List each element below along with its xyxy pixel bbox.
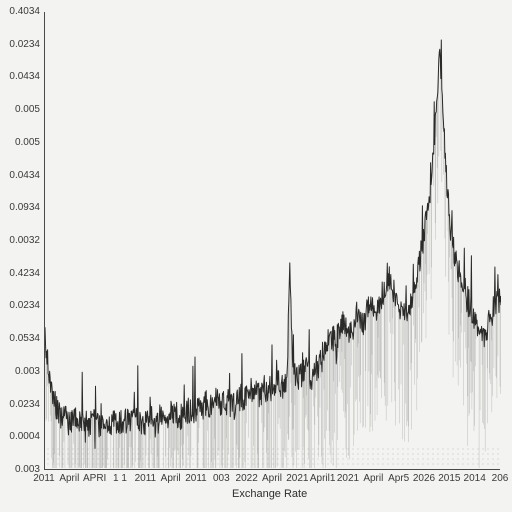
y-tick-label: 0.0434 (9, 171, 40, 181)
x-tick-label: Apr5 (388, 474, 409, 484)
x-tick-label: 206 (492, 474, 509, 484)
y-tick-label: 0.0534 (9, 334, 40, 344)
x-tick-label: 2011 (33, 474, 55, 484)
plot-area (44, 12, 500, 470)
x-tick-label: 2011 (185, 474, 207, 484)
y-tick-label: 0.4234 (9, 269, 40, 279)
y-tick-label: 0.0004 (9, 432, 40, 442)
x-tick-label: April1 (310, 474, 336, 484)
x-tick-label: 1 1 (113, 474, 127, 484)
y-tick-label: 0.0234 (9, 400, 40, 410)
x-tick-label: April (161, 474, 181, 484)
x-tick-label: APRI (83, 474, 106, 484)
x-axis-title: Exchange Rate (232, 488, 307, 500)
x-tick-label: 2026 (413, 474, 435, 484)
y-tick-label: 0.003 (15, 367, 40, 377)
y-tick-label: 0.0032 (9, 236, 40, 246)
y-tick-label: 0.0434 (9, 72, 40, 82)
x-tick-label: 2021 (286, 474, 308, 484)
series-canvas (45, 12, 501, 470)
x-tick-label: April (363, 474, 383, 484)
series-line (45, 40, 501, 448)
x-tick-label: April (262, 474, 282, 484)
exchange-rate-chart: 0.4034 0.0234 0.0434 0.005 0.005 0.0434 0.0934… (0, 0, 512, 512)
x-tick-label: 2022 (236, 474, 258, 484)
x-tick-label: 2011 (135, 474, 157, 484)
x-tick-label: April (59, 474, 79, 484)
y-tick-label: 0.0934 (9, 203, 40, 213)
y-tick-label: 0.4034 (9, 7, 40, 17)
x-tick-label: 2021 (337, 474, 359, 484)
y-tick-label: 0.005 (15, 138, 40, 148)
y-tick-label: 0.005 (15, 105, 40, 115)
x-tick-label: 2015 (438, 474, 460, 484)
y-tick-label: 0.0234 (9, 301, 40, 311)
y-tick-label: 0.0234 (9, 40, 40, 50)
x-tick-label: 2014 (464, 474, 486, 484)
x-tick-label: 003 (213, 474, 230, 484)
